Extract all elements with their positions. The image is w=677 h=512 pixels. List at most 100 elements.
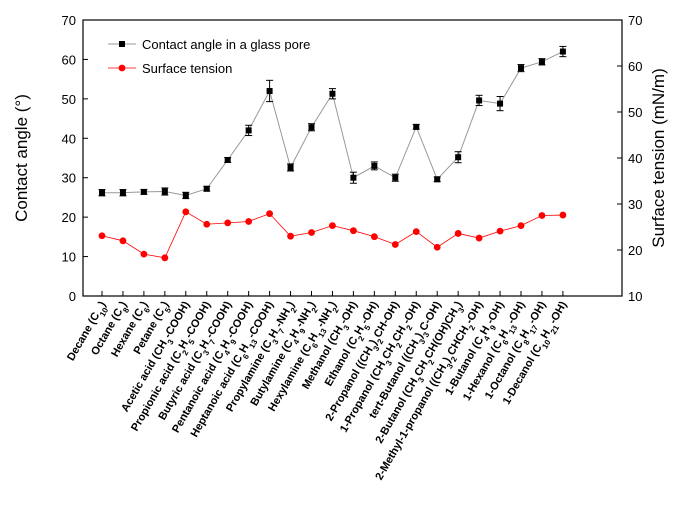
y2-tick-label: 10 (628, 289, 642, 304)
x-category-subscript: 7 (207, 337, 217, 346)
x-category-text: ) (306, 299, 318, 308)
x-category-subscript: 7 (276, 326, 286, 335)
x-category-subscript: 6 (310, 341, 320, 350)
surface-tension-point (119, 237, 127, 245)
x-category-subscript: 6 (142, 305, 152, 314)
y-tick-label: 70 (62, 13, 76, 28)
y2-tick-label: 30 (628, 197, 642, 212)
contact-angle-point (224, 156, 231, 163)
surface-tension-point (161, 254, 169, 262)
x-category-text: ) (117, 299, 129, 308)
x-category-subscript: 9 (228, 337, 238, 346)
contact-angle-point (99, 189, 105, 196)
y-tick-label: 10 (62, 250, 76, 265)
x-category-text: ) (413, 331, 425, 340)
surface-tension-point (224, 219, 232, 227)
x-category-subscript: 3 (416, 375, 426, 384)
x-category-subscript: 2 (375, 337, 385, 346)
contact-angle-point (497, 100, 504, 107)
x-category-subscript: 2 (288, 305, 298, 314)
x-category-subscript: 6 (241, 352, 251, 361)
contact-angle-point (434, 176, 441, 183)
contact-angle-point (518, 65, 524, 72)
x-category-subscript: 9 (297, 326, 307, 335)
surface-tension-line (101, 211, 563, 259)
x-category-subscript: 2 (356, 334, 366, 343)
x-category-subscript: 2 (467, 323, 477, 332)
legend-label-surface-tension: Surface tension (142, 61, 232, 76)
y2-tick-label: 50 (628, 105, 642, 120)
surface-tension-point (98, 232, 106, 240)
x-category-subscript: 3 (421, 330, 431, 339)
x-category-text: -OH) (526, 299, 548, 326)
contact-angle-point (371, 162, 378, 169)
x-category-text: ) (138, 299, 150, 308)
y-tick-label: 30 (62, 171, 76, 186)
y2-tick-label: 70 (628, 13, 642, 28)
contact-angle-point (203, 185, 210, 192)
x-category-subscript: 3 (371, 344, 381, 353)
x-category-text: -OH) (338, 299, 360, 326)
y-tick-label: 40 (62, 131, 76, 146)
contact-angle-point (182, 192, 189, 199)
y-axis-title: Contact angle (°) (12, 94, 31, 222)
y-tick-label: 60 (62, 52, 76, 67)
contact-angle-point (140, 188, 147, 195)
x-category-subscript: 2 (394, 341, 404, 350)
x-category-subscript: 4 (291, 337, 301, 346)
surface-tension-point (475, 234, 483, 242)
contact-angle-point (538, 58, 545, 65)
x-category-subscript: 3 (165, 337, 175, 346)
x-category-text: ) (368, 337, 380, 346)
x-category-subscript: 3 (270, 337, 280, 346)
contact-angle-point (350, 174, 357, 181)
contact-angle-point (245, 127, 252, 134)
series-markers (98, 45, 567, 262)
surface-tension-point (370, 233, 378, 241)
x-category-text: ) (159, 299, 171, 308)
y2-tick-label: 60 (628, 59, 642, 74)
surface-tension-point (266, 210, 273, 218)
contact-angle-point (266, 87, 273, 94)
x-category-subscript: 3 (341, 323, 351, 332)
x-category-subscript: 3 (384, 358, 394, 367)
x-category-subscript: 6 (500, 338, 510, 347)
contact-angle-point (161, 188, 168, 195)
surface-tension-point (350, 227, 357, 235)
surface-tension-point (454, 230, 462, 237)
contact-angle-point (455, 154, 462, 161)
y-tick-label: 50 (62, 92, 76, 107)
x-category-text: ) (327, 299, 339, 308)
contact-angle-point (308, 124, 315, 131)
legend-marker-contact-angle (119, 41, 125, 47)
surface-tension-point (517, 222, 525, 230)
surface-tension-point (203, 220, 211, 228)
contact-angle-point (476, 97, 483, 104)
x-category-subscript: 2 (330, 305, 340, 314)
y2-axis-title: Surface tension (mN/m) (649, 68, 668, 248)
y-tick-label: 0 (69, 289, 76, 304)
x-category-subscript: 5 (163, 305, 173, 314)
contact-angle-point (119, 189, 126, 196)
surface-tension-point (496, 227, 504, 235)
legend-label-contact-angle: Contact angle in a glass pore (142, 37, 310, 52)
x-category-subscript: 8 (121, 305, 131, 314)
axes (82, 19, 623, 297)
surface-tension-point (412, 228, 420, 236)
x-category-text: ) (285, 299, 297, 308)
y2-tick-label: 40 (628, 151, 642, 166)
x-category-text: ) (441, 355, 453, 364)
surface-tension-point (538, 212, 546, 219)
surface-tension-point (391, 241, 399, 248)
surface-tension-point (140, 250, 148, 258)
surface-tension-point (329, 222, 336, 230)
legend: Contact angle in a glass pore Surface te… (108, 37, 310, 76)
contact-angle-point (392, 174, 399, 181)
y-tick-label: 20 (62, 210, 76, 225)
x-category-subscript: 2 (180, 348, 190, 357)
surface-tension-point (308, 229, 315, 236)
contact-angle-point (413, 123, 420, 130)
surface-tension-point (182, 208, 190, 216)
x-category-subscript: 5 (186, 337, 196, 346)
